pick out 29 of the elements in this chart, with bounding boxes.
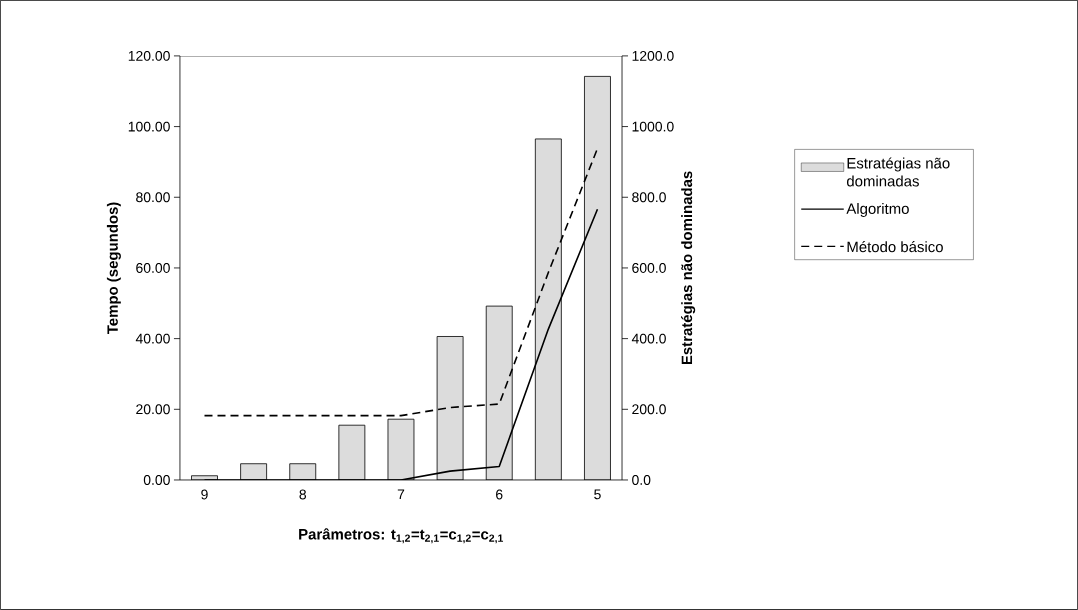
y-tick-label: 60.00: [136, 263, 170, 273]
y2-tick-label: 1000.0: [632, 121, 674, 132]
y-tick-label: 100.00: [128, 121, 170, 132]
y2-tick-label: 400.0: [631, 333, 666, 344]
legend-label: Estratégias não dominadas: [846, 157, 950, 187]
x-tick-label: 6: [496, 489, 503, 500]
bar: [486, 306, 513, 481]
y-tick-label: 120.00: [128, 50, 170, 61]
x-tick-label: 9: [201, 489, 208, 500]
x-tick-label: 8: [299, 489, 307, 500]
x-tick-label: 7: [397, 489, 405, 500]
bar: [437, 336, 464, 481]
y-tick-label: 80.00: [136, 192, 170, 203]
y2-tick-label: 1200.0: [632, 50, 674, 61]
y-axis-title: Tempo (segundos): [106, 202, 121, 335]
y2-axis-title: Estratégias não dominadas: [681, 171, 696, 365]
y2-tick-label: 800.0: [632, 192, 666, 203]
legend-label: Método básico: [847, 241, 943, 253]
legend-label: Algoritmo: [846, 203, 909, 217]
bar: [535, 138, 562, 481]
bar: [584, 76, 611, 481]
y2-tick-label: 600.0: [632, 263, 666, 273]
y-tick-label: 0.00: [143, 475, 170, 485]
y2-tick-label: 200.0: [632, 404, 666, 415]
y2-tick-label: 0.0: [632, 475, 651, 485]
text: Parâmetros: t$_{1,2}$=t$_{2,1}$=c$_{1,2}$=c$_{2,1}$: [299, 528, 504, 544]
x-tick-label: 5: [594, 489, 601, 500]
y-tick-label: 20.00: [136, 404, 170, 415]
y-tick-label: 40.00: [135, 333, 170, 344]
